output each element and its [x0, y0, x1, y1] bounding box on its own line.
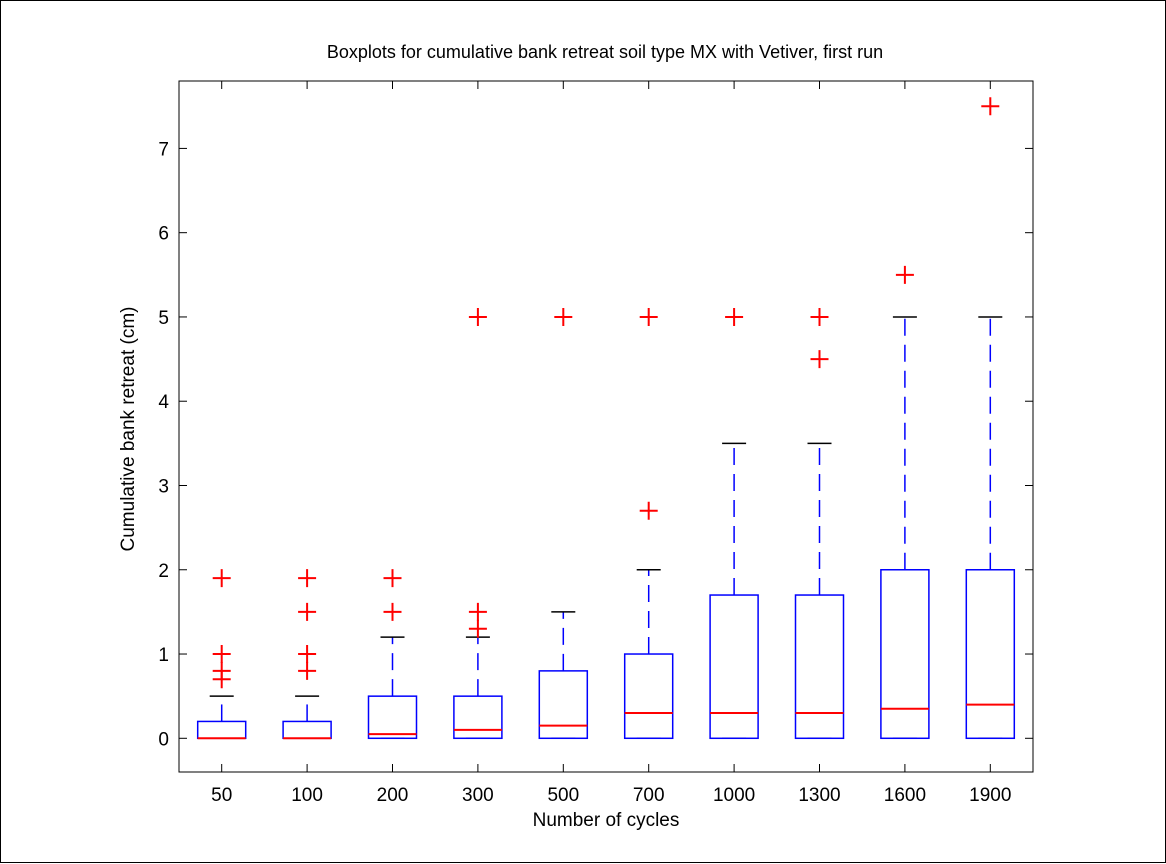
outlier-marker [554, 307, 573, 326]
outlier-marker [810, 307, 829, 326]
x-tick-label: 1000 [713, 785, 755, 806]
outlier-marker [298, 645, 317, 664]
outlier-marker [725, 307, 744, 326]
box [367, 695, 418, 740]
y-tick-label: 5 [158, 308, 169, 329]
box [794, 594, 845, 740]
x-tick-label: 500 [547, 785, 579, 806]
x-axis-label: Number of cycles [533, 810, 680, 831]
x-tick-label: 1900 [969, 785, 1011, 806]
x-tick-label: 100 [291, 785, 323, 806]
outlier-marker [383, 569, 402, 588]
outlier-marker [639, 501, 658, 520]
outlier-marker [895, 265, 914, 284]
box [965, 569, 1016, 740]
outlier-marker [383, 602, 402, 621]
box [623, 653, 674, 740]
outlier-marker [639, 307, 658, 326]
outlier-marker [298, 602, 317, 621]
box [196, 720, 247, 740]
outlier-marker [468, 619, 487, 638]
outlier-marker [212, 645, 231, 664]
outlier-marker [468, 602, 487, 621]
outlier-marker [298, 569, 317, 588]
outlier-marker [981, 97, 1000, 116]
x-tick-label: 200 [377, 785, 409, 806]
x-tick-label: 700 [633, 785, 665, 806]
y-tick-label: 2 [158, 561, 169, 582]
box [880, 569, 930, 740]
x-tick-label: 300 [462, 785, 494, 806]
outlier-marker [298, 661, 317, 680]
outlier-marker [212, 569, 231, 588]
outlier-marker [468, 307, 487, 326]
box [538, 670, 589, 740]
x-tick-label: 1600 [884, 785, 926, 806]
outlier-marker [212, 661, 231, 680]
box [282, 720, 332, 740]
outlier-marker [810, 350, 829, 369]
x-tick-label: 1300 [798, 785, 840, 806]
y-tick-label: 0 [158, 729, 169, 750]
y-tick-label: 3 [158, 476, 169, 497]
box [709, 594, 759, 740]
y-axis-label: Cumulative bank retreat (cm) [118, 307, 139, 552]
y-tick-label: 6 [158, 224, 169, 245]
y-tick-label: 1 [158, 645, 169, 666]
y-tick-label: 7 [158, 139, 169, 160]
x-tick-label: 50 [211, 785, 232, 806]
chart-title: Boxplots for cumulative bank retreat soi… [327, 42, 883, 62]
plot-area: 0 1 2 3 4 5 6 7 50 100 200 300 500 700 1000 1300 1600 190… [158, 80, 1034, 806]
y-tick-label: 4 [158, 392, 169, 413]
axes-frame [178, 80, 1034, 773]
box [453, 695, 503, 740]
